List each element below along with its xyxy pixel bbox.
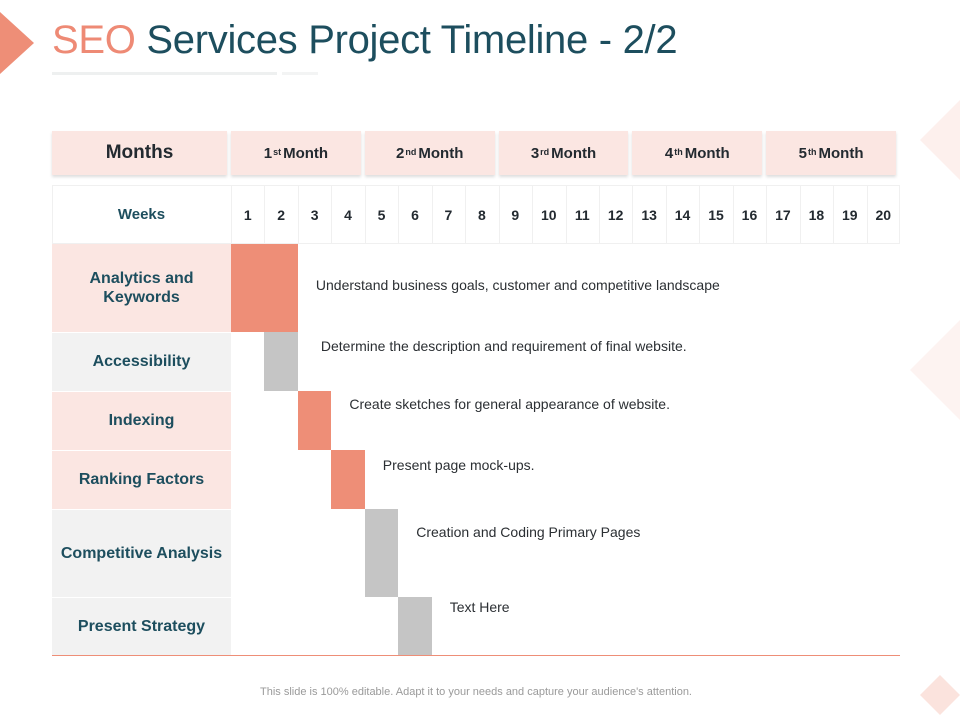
task-label: Analytics and Keywords xyxy=(52,244,231,332)
task-description: Present page mock-ups. xyxy=(382,457,535,473)
week-gridline xyxy=(264,185,266,244)
week-20: 20 xyxy=(875,206,892,223)
task-bar xyxy=(398,597,432,655)
weeks-label: Weeks xyxy=(117,206,166,223)
task-description: Determine the description and requiremen… xyxy=(320,338,687,354)
month-label: Month xyxy=(283,144,329,162)
title-accent: SEO xyxy=(52,18,136,62)
month-number: 2 xyxy=(396,144,405,162)
week-9: 9 xyxy=(511,206,520,223)
task-label: Competitive Analysis xyxy=(52,509,231,597)
month-label: Month xyxy=(684,144,730,162)
task-label: Ranking Factors xyxy=(52,450,231,509)
week-gridline xyxy=(665,185,667,244)
row-divider xyxy=(52,450,231,451)
week-gridline xyxy=(465,185,467,244)
month-number: 1 xyxy=(263,144,273,162)
month-number: 3 xyxy=(530,144,540,162)
week-19: 19 xyxy=(842,206,858,223)
task-bar xyxy=(297,391,332,450)
week-gridline xyxy=(498,185,500,244)
week-gridline xyxy=(732,185,734,244)
week-2: 2 xyxy=(277,206,286,223)
month-label: Month xyxy=(551,144,597,162)
week-7: 7 xyxy=(444,206,453,223)
month-label: Month xyxy=(818,144,864,162)
month-label: Month xyxy=(418,144,464,162)
week-gridline xyxy=(431,185,433,244)
title-underline-short xyxy=(282,72,318,75)
week-18: 18 xyxy=(808,206,825,223)
week-gridline xyxy=(866,185,868,244)
page-title: SEO Services Project Timeline - 2/2 xyxy=(52,18,678,63)
week-13: 13 xyxy=(641,206,657,223)
week-15: 15 xyxy=(708,206,724,223)
month-number: 4 xyxy=(664,144,674,162)
week-gridline xyxy=(766,185,768,244)
footer-note: This slide is 100% editable. Adapt it to… xyxy=(260,686,692,698)
task-description: Creation and Coding Primary Pages xyxy=(416,524,641,540)
week-gridline xyxy=(297,185,299,244)
month-ordinal: rd xyxy=(540,147,550,157)
task-description: Text Here xyxy=(449,599,510,615)
task-label: Indexing xyxy=(52,391,231,450)
week-11: 11 xyxy=(574,206,590,223)
week-5: 5 xyxy=(377,206,386,223)
title-underline xyxy=(52,72,277,75)
month-ordinal: th xyxy=(674,147,683,157)
month-ordinal: st xyxy=(273,147,282,157)
row-divider xyxy=(52,597,231,598)
background-diamond-decoration xyxy=(910,100,960,715)
task-bar xyxy=(264,332,298,391)
week-17: 17 xyxy=(775,206,791,223)
week-gridline xyxy=(598,185,600,244)
table-bottom-rule xyxy=(52,655,900,656)
week-8: 8 xyxy=(477,206,486,223)
task-bar xyxy=(364,509,399,597)
task-label: Accessibility xyxy=(52,332,231,391)
week-16: 16 xyxy=(741,206,758,223)
row-divider xyxy=(52,391,231,392)
week-gridline xyxy=(565,185,567,244)
month-number: 5 xyxy=(798,144,808,162)
weeks-row xyxy=(52,185,900,244)
week-1: 1 xyxy=(243,206,252,223)
months-label: Months xyxy=(52,131,227,175)
week-12: 12 xyxy=(607,206,624,223)
task-bar xyxy=(331,450,365,509)
week-gridline xyxy=(799,185,801,244)
week-gridline xyxy=(331,185,333,244)
week-gridline xyxy=(364,185,366,244)
week-gridline xyxy=(532,185,534,244)
week-14: 14 xyxy=(674,206,691,223)
month-ordinal: th xyxy=(808,147,817,157)
week-gridline xyxy=(632,185,634,244)
task-description: Understand business goals, customer and … xyxy=(315,277,720,293)
week-6: 6 xyxy=(411,206,419,223)
week-4: 4 xyxy=(344,206,352,223)
week-gridline xyxy=(699,185,701,244)
week-gridline xyxy=(231,185,232,244)
month-ordinal: nd xyxy=(405,147,417,157)
task-label: Present Strategy xyxy=(52,597,231,655)
title-main: Services Project Timeline - 2/2 xyxy=(146,18,678,62)
row-divider xyxy=(52,509,231,510)
week-gridline xyxy=(833,185,835,244)
task-description: Create sketches for general appearance o… xyxy=(349,396,670,412)
row-divider xyxy=(52,332,231,333)
corner-triangle-decoration xyxy=(0,12,34,74)
task-bar xyxy=(231,244,298,332)
week-3: 3 xyxy=(310,206,319,223)
week-10: 10 xyxy=(540,206,557,223)
week-gridline xyxy=(398,185,400,244)
